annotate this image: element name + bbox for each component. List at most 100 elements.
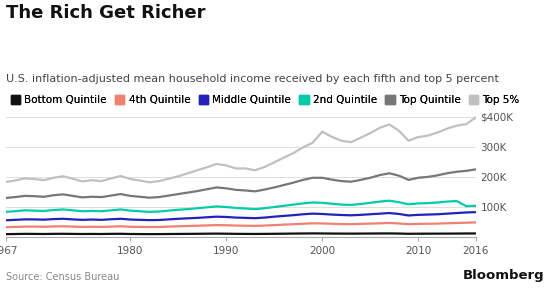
- 2nd Quintile: [309, 201, 316, 204]
- 2nd Quintile: [300, 202, 306, 205]
- Middle Quintile: [21, 218, 28, 221]
- 4th Quintile: [185, 224, 191, 228]
- Top 5%: [89, 178, 95, 182]
- Middle Quintile: [280, 214, 287, 218]
- Middle Quintile: [386, 211, 393, 215]
- Top 5%: [425, 134, 431, 137]
- Top Quintile: [41, 195, 47, 198]
- Middle Quintile: [300, 212, 306, 216]
- 2nd Quintile: [328, 202, 335, 205]
- Middle Quintile: [127, 218, 134, 221]
- Top Quintile: [358, 178, 364, 182]
- Middle Quintile: [185, 217, 191, 220]
- 2nd Quintile: [69, 209, 76, 212]
- 4th Quintile: [444, 221, 450, 225]
- Bottom Quintile: [98, 232, 104, 236]
- 4th Quintile: [31, 225, 37, 228]
- Bottom Quintile: [415, 232, 421, 235]
- 2nd Quintile: [194, 207, 201, 210]
- Bottom Quintile: [31, 232, 37, 236]
- Bottom Quintile: [166, 232, 172, 236]
- 4th Quintile: [252, 224, 258, 228]
- Top Quintile: [2, 196, 9, 200]
- Middle Quintile: [60, 217, 67, 221]
- Middle Quintile: [194, 216, 201, 220]
- 2nd Quintile: [338, 203, 345, 206]
- Top 5%: [395, 129, 402, 132]
- Line: 2nd Quintile: 2nd Quintile: [6, 201, 476, 212]
- Top Quintile: [338, 179, 345, 183]
- Middle Quintile: [367, 212, 373, 216]
- Top 5%: [175, 175, 182, 178]
- 2nd Quintile: [415, 202, 421, 205]
- Middle Quintile: [175, 217, 182, 221]
- 4th Quintile: [12, 225, 18, 229]
- Top Quintile: [50, 194, 57, 197]
- Top 5%: [290, 151, 296, 155]
- Top 5%: [185, 171, 191, 175]
- Bottom Quintile: [194, 232, 201, 235]
- Top Quintile: [213, 186, 220, 189]
- Top 5%: [204, 166, 210, 169]
- Middle Quintile: [425, 213, 431, 216]
- Middle Quintile: [31, 218, 37, 221]
- Top Quintile: [386, 171, 393, 175]
- Top Quintile: [472, 168, 479, 171]
- Middle Quintile: [108, 217, 114, 221]
- 4th Quintile: [271, 223, 278, 227]
- 4th Quintile: [41, 225, 47, 228]
- 2nd Quintile: [367, 201, 373, 205]
- Top Quintile: [242, 189, 249, 192]
- 4th Quintile: [319, 222, 326, 225]
- Top Quintile: [98, 195, 104, 199]
- Middle Quintile: [98, 218, 104, 221]
- 2nd Quintile: [434, 201, 441, 204]
- Middle Quintile: [271, 215, 278, 219]
- Bottom Quintile: [425, 232, 431, 235]
- 4th Quintile: [280, 223, 287, 226]
- 4th Quintile: [213, 223, 220, 227]
- Bottom Quintile: [60, 232, 67, 235]
- Bottom Quintile: [146, 233, 153, 236]
- 2nd Quintile: [156, 210, 162, 213]
- Top 5%: [2, 180, 9, 184]
- 2nd Quintile: [175, 208, 182, 212]
- 4th Quintile: [309, 221, 316, 225]
- Bottom Quintile: [117, 232, 124, 235]
- 2nd Quintile: [98, 210, 104, 213]
- 2nd Quintile: [358, 202, 364, 206]
- Top Quintile: [31, 194, 37, 198]
- 4th Quintile: [377, 221, 383, 225]
- Top 5%: [60, 175, 67, 178]
- 2nd Quintile: [12, 210, 18, 213]
- Bottom Quintile: [156, 232, 162, 236]
- Middle Quintile: [242, 216, 249, 220]
- 4th Quintile: [348, 222, 354, 226]
- Top Quintile: [175, 192, 182, 196]
- Top Quintile: [415, 176, 421, 180]
- 2nd Quintile: [146, 210, 153, 214]
- 4th Quintile: [127, 225, 134, 228]
- Top 5%: [271, 161, 278, 164]
- Bottom Quintile: [108, 232, 114, 236]
- Top 5%: [117, 174, 124, 178]
- Middle Quintile: [79, 218, 86, 221]
- 2nd Quintile: [405, 203, 412, 206]
- 2nd Quintile: [463, 204, 470, 208]
- 2nd Quintile: [472, 204, 479, 207]
- 4th Quintile: [79, 225, 86, 229]
- Bottom Quintile: [434, 232, 441, 235]
- 4th Quintile: [156, 225, 162, 229]
- 2nd Quintile: [185, 207, 191, 211]
- Line: Middle Quintile: Middle Quintile: [6, 212, 476, 220]
- Middle Quintile: [41, 218, 47, 221]
- Top Quintile: [405, 178, 412, 182]
- Top Quintile: [271, 186, 278, 189]
- Middle Quintile: [12, 218, 18, 221]
- 2nd Quintile: [2, 210, 9, 214]
- Top Quintile: [425, 175, 431, 179]
- Top 5%: [12, 179, 18, 182]
- Bottom Quintile: [50, 232, 57, 236]
- 2nd Quintile: [290, 203, 296, 206]
- Top 5%: [233, 167, 239, 170]
